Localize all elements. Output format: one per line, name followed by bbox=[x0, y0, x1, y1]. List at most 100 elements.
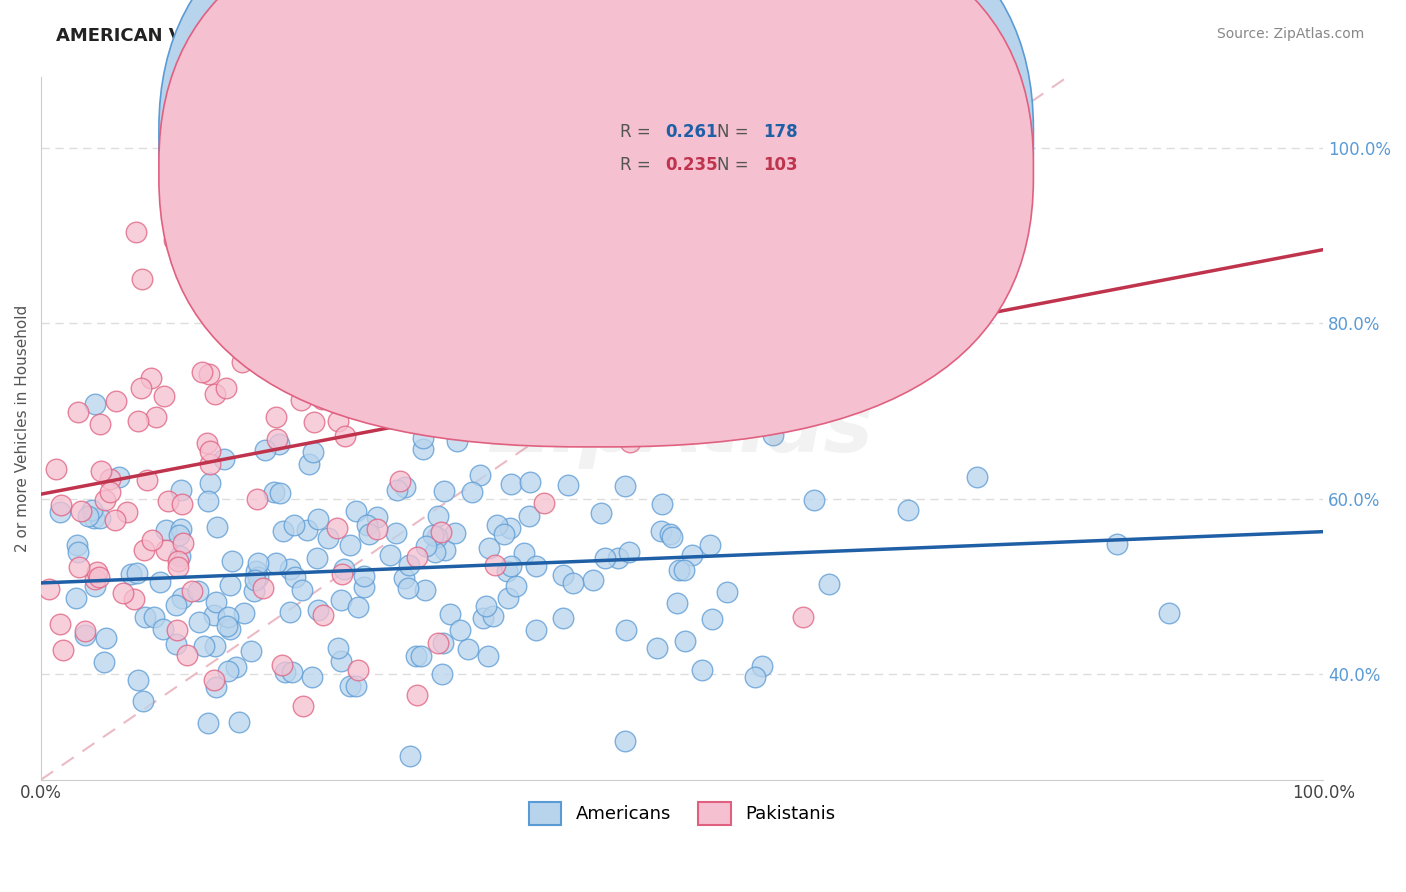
Point bbox=[77, 508, 100, 523]
Point bbox=[214, 381, 236, 395]
Point bbox=[792, 609, 814, 624]
Point bbox=[665, 596, 688, 610]
Point bbox=[228, 714, 250, 729]
Point bbox=[430, 525, 453, 540]
Point bbox=[250, 145, 273, 159]
Point bbox=[415, 540, 437, 554]
Point bbox=[897, 503, 920, 517]
Point bbox=[762, 427, 785, 442]
Point bbox=[614, 624, 637, 638]
Point bbox=[90, 464, 112, 478]
Point bbox=[427, 636, 450, 650]
Point bbox=[617, 545, 640, 559]
Text: 103: 103 bbox=[763, 156, 799, 174]
Point bbox=[239, 644, 262, 658]
Point bbox=[176, 648, 198, 663]
Point bbox=[242, 584, 264, 599]
Point bbox=[468, 468, 491, 483]
Text: N =: N = bbox=[717, 123, 754, 141]
Point bbox=[219, 578, 242, 592]
Point bbox=[672, 563, 695, 577]
Point bbox=[401, 330, 423, 344]
Point bbox=[339, 679, 361, 693]
Point bbox=[217, 664, 239, 678]
Point bbox=[326, 521, 349, 535]
Point bbox=[426, 508, 449, 523]
Point bbox=[702, 612, 724, 626]
Point bbox=[245, 564, 267, 578]
Point bbox=[551, 568, 574, 582]
Point bbox=[245, 492, 267, 507]
Point bbox=[966, 469, 988, 483]
Point bbox=[269, 485, 291, 500]
Point bbox=[356, 518, 378, 533]
Point bbox=[84, 579, 107, 593]
Point bbox=[477, 648, 499, 663]
Point bbox=[325, 293, 347, 307]
Point bbox=[436, 334, 458, 348]
Point bbox=[484, 558, 506, 572]
Point bbox=[215, 618, 238, 632]
Point bbox=[307, 512, 329, 526]
Point bbox=[423, 545, 446, 559]
Text: AMERICAN VS PAKISTANI 2 OR MORE VEHICLES IN HOUSEHOLD CORRELATION CHART: AMERICAN VS PAKISTANI 2 OR MORE VEHICLES… bbox=[56, 27, 912, 45]
Point bbox=[264, 410, 287, 425]
Point bbox=[165, 599, 187, 613]
Point bbox=[131, 381, 153, 395]
Point bbox=[67, 545, 90, 559]
Point bbox=[222, 295, 245, 310]
Point bbox=[188, 615, 211, 629]
Point bbox=[65, 591, 87, 605]
Point bbox=[614, 733, 637, 747]
Point bbox=[93, 492, 115, 507]
Point bbox=[70, 504, 93, 518]
Point bbox=[243, 573, 266, 587]
Point bbox=[167, 554, 190, 568]
Point bbox=[212, 452, 235, 467]
Point bbox=[486, 184, 509, 198]
Point bbox=[659, 527, 682, 541]
Point bbox=[170, 591, 193, 605]
Text: 0.235: 0.235 bbox=[665, 156, 717, 174]
Point bbox=[1157, 606, 1180, 620]
Point bbox=[127, 673, 149, 687]
Point bbox=[524, 559, 547, 574]
Point bbox=[501, 559, 523, 574]
Point bbox=[1105, 537, 1128, 551]
Point bbox=[716, 585, 738, 599]
Point bbox=[443, 525, 465, 540]
Point bbox=[650, 524, 672, 538]
Point bbox=[197, 715, 219, 730]
Point bbox=[368, 380, 391, 394]
Point bbox=[247, 556, 270, 570]
Point bbox=[48, 504, 70, 518]
Point bbox=[526, 624, 548, 638]
Point bbox=[596, 340, 619, 354]
Point bbox=[205, 595, 228, 609]
Point bbox=[204, 257, 226, 271]
Point bbox=[266, 432, 288, 446]
Point bbox=[402, 374, 425, 388]
Point bbox=[233, 607, 256, 621]
Point bbox=[152, 623, 174, 637]
Point bbox=[588, 409, 610, 423]
Point bbox=[385, 483, 408, 498]
Point bbox=[582, 573, 605, 587]
Point bbox=[246, 570, 269, 584]
Point bbox=[302, 445, 325, 459]
Point bbox=[170, 483, 193, 497]
Point bbox=[49, 617, 72, 632]
Point bbox=[193, 639, 215, 653]
Point bbox=[204, 639, 226, 653]
Point bbox=[645, 640, 668, 655]
Point bbox=[353, 568, 375, 582]
Point bbox=[392, 571, 415, 585]
Point bbox=[332, 562, 354, 576]
Point bbox=[389, 474, 412, 488]
Point bbox=[366, 510, 388, 524]
Point bbox=[347, 314, 370, 328]
Point bbox=[690, 663, 713, 677]
Point bbox=[131, 271, 153, 285]
Point bbox=[496, 591, 519, 605]
Point bbox=[217, 609, 239, 624]
